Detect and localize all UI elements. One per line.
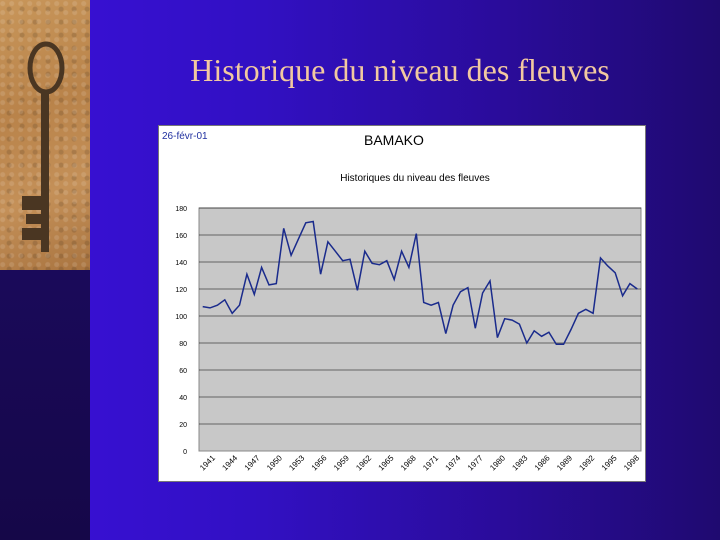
- x-tick-label: 1989: [555, 453, 574, 472]
- station-name: BAMAKO: [364, 132, 424, 148]
- y-tick-label: 0: [183, 449, 187, 456]
- chart-title: Historiques du niveau des fleuves: [340, 173, 490, 184]
- x-tick-label: 1950: [265, 453, 284, 472]
- series-line: [202, 220, 638, 346]
- y-tick-label: 20: [179, 422, 187, 429]
- x-tick-label: 1998: [622, 453, 641, 472]
- y-tick-label: 100: [175, 314, 187, 321]
- x-tick-label: 1959: [332, 453, 351, 472]
- x-tick-label: 1962: [354, 453, 373, 472]
- date-stamp: 26-févr-01: [162, 131, 208, 142]
- y-tick-label: 120: [175, 287, 187, 294]
- side-strip-lower: [0, 270, 90, 540]
- x-tick-label: 1974: [444, 453, 463, 472]
- key-photo: [0, 0, 90, 270]
- y-tick-label: 40: [179, 395, 187, 402]
- y-axis-ticks: 0 20 40 60 80 100 120 140 160 180: [175, 206, 187, 456]
- y-tick-label: 180: [175, 206, 187, 213]
- x-tick-label: 1953: [287, 453, 306, 472]
- x-tick-label: 1944: [220, 453, 239, 472]
- x-tick-label: 1983: [510, 453, 529, 472]
- x-axis-ticks: 1941 1944 1947 1950 1953 1956 1959 1962 1965 1968…: [198, 453, 641, 472]
- x-tick-label: 1986: [533, 453, 552, 472]
- y-tick-label: 80: [179, 341, 187, 348]
- y-tick-label: 60: [179, 368, 187, 375]
- line-chart: 26-févr-01 BAMAKO Historiques du niveau …: [162, 131, 642, 472]
- slide-title: Historique du niveau des fleuves: [190, 52, 610, 88]
- x-tick-label: 1992: [577, 453, 596, 472]
- y-tick-label: 140: [175, 260, 187, 267]
- x-tick-label: 1947: [243, 453, 262, 472]
- chart-panel: 26-févr-01 BAMAKO Historiques du niveau …: [158, 125, 646, 482]
- x-tick-label: 1968: [399, 453, 418, 472]
- x-tick-label: 1995: [600, 453, 619, 472]
- x-tick-label: 1941: [198, 453, 217, 472]
- key-icon: [22, 41, 65, 252]
- x-tick-label: 1956: [310, 453, 329, 472]
- x-tick-label: 1980: [488, 453, 507, 472]
- plot-area: [198, 207, 642, 452]
- x-tick-label: 1965: [377, 453, 396, 472]
- x-tick-label: 1977: [466, 453, 485, 472]
- x-tick-label: 1971: [421, 453, 440, 472]
- y-tick-label: 160: [175, 233, 187, 240]
